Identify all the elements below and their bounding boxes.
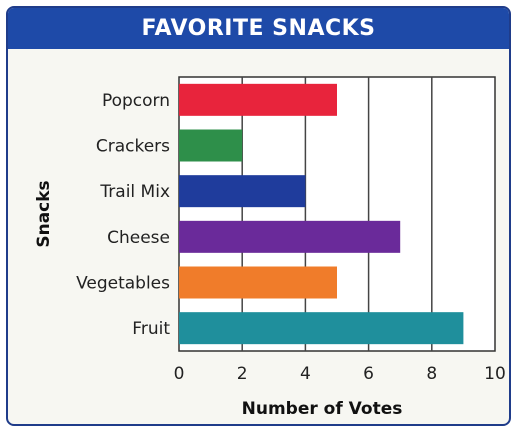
y-axis-title: Snacks (34, 180, 54, 247)
category-label: Crackers (96, 137, 170, 157)
plot-area (178, 76, 496, 352)
bar-fruit (179, 312, 464, 345)
x-tick-label: 4 (300, 364, 311, 384)
bar-popcorn (179, 83, 337, 116)
x-tick-label: 0 (174, 364, 185, 384)
x-tick-label: 2 (237, 364, 248, 384)
category-label: Vegetables (76, 274, 170, 294)
x-axis-title: Number of Votes (242, 399, 403, 419)
bar-cheese (179, 220, 401, 253)
bar-vegetables (179, 266, 337, 299)
category-label: Fruit (132, 319, 170, 339)
x-tick-label: 6 (363, 364, 374, 384)
category-label: Cheese (107, 228, 170, 248)
x-tick-label: 8 (426, 364, 437, 384)
chart-title: FAVORITE SNACKS (8, 8, 509, 49)
category-label: Popcorn (102, 91, 170, 111)
bar-trail-mix (179, 175, 306, 208)
x-tick-label: 10 (484, 364, 506, 384)
category-label: Trail Mix (99, 182, 170, 202)
bar-crackers (179, 129, 243, 162)
